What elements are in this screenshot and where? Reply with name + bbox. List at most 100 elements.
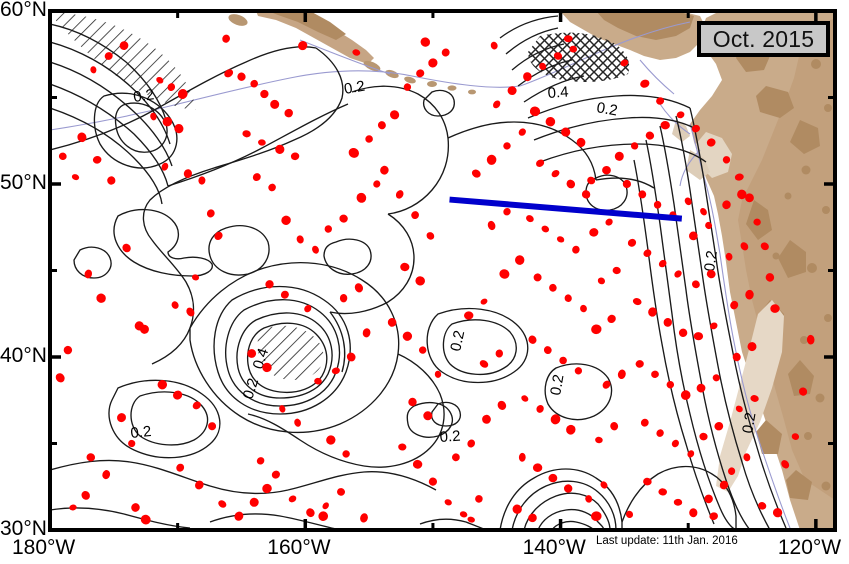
observation-marker: [77, 132, 87, 143]
observation-marker: [69, 504, 77, 511]
observation-marker: [533, 273, 542, 282]
observation-marker: [176, 463, 185, 472]
observation-marker: [157, 380, 168, 390]
observation-marker: [576, 137, 586, 148]
observation-marker: [607, 314, 616, 323]
observation-marker: [322, 502, 329, 510]
observation-marker: [630, 142, 639, 150]
observation-marker: [543, 346, 552, 355]
observation-marker: [587, 176, 596, 185]
observation-marker: [725, 252, 733, 261]
observation-marker: [539, 62, 547, 71]
observation-marker: [704, 494, 713, 504]
observation-marker: [493, 100, 501, 109]
observation-marker: [709, 512, 718, 521]
observation-marker: [280, 290, 289, 299]
observation-marker: [260, 89, 269, 99]
observation-marker: [595, 436, 603, 444]
observation-marker: [772, 508, 783, 518]
observation-marker: [150, 112, 157, 121]
observation-marker: [258, 139, 266, 146]
observation-marker: [296, 235, 304, 244]
observation-marker: [640, 418, 649, 427]
observation-marker: [529, 106, 541, 117]
observation-marker: [237, 72, 246, 81]
observation-marker: [183, 169, 193, 178]
observation-marker: [564, 294, 572, 302]
observation-marker: [553, 52, 563, 60]
observation-marker: [208, 422, 217, 431]
observation-marker: [475, 495, 483, 503]
observation-marker: [745, 289, 754, 300]
observation-marker: [497, 400, 507, 410]
observation-marker: [402, 331, 413, 341]
observation-marker: [426, 232, 435, 240]
observation-marker: [625, 510, 634, 519]
observation-marker: [288, 495, 297, 503]
observation-marker: [487, 220, 496, 231]
observation-marker: [107, 176, 116, 185]
observation-marker: [737, 189, 747, 200]
observation-marker: [306, 508, 315, 518]
observation-marker: [339, 294, 348, 303]
observation-marker: [482, 414, 491, 424]
observation-marker: [434, 370, 442, 378]
observation-marker: [799, 387, 808, 396]
observation-marker: [167, 83, 176, 92]
last-update-note: Last update: 11th Jan. 2016: [596, 535, 738, 547]
observation-marker: [656, 429, 664, 437]
observation-marker: [128, 439, 136, 448]
observation-marker: [131, 503, 140, 512]
observation-marker: [156, 76, 164, 84]
observation-marker: [521, 395, 529, 402]
observation-marker: [419, 346, 427, 354]
observation-marker: [550, 414, 561, 425]
observation-marker: [806, 334, 815, 345]
observation-marker: [712, 374, 720, 382]
observation-marker: [597, 277, 606, 285]
observation-marker: [722, 200, 731, 210]
observation-marker: [270, 99, 280, 109]
observation-marker: [86, 453, 96, 462]
observation-marker: [252, 173, 261, 182]
observation-marker: [660, 120, 670, 130]
observation-marker: [247, 349, 257, 358]
y-axis-tick-label-3: 60°N: [0, 0, 47, 21]
observation-marker: [680, 390, 691, 400]
observation-marker: [719, 480, 729, 490]
observation-marker: [172, 390, 183, 400]
observation-marker: [400, 262, 410, 272]
observation-marker: [490, 41, 498, 50]
observation-marker: [536, 159, 545, 167]
observation-marker: [161, 162, 169, 171]
y-axis-tick-label-0: 30°N: [0, 517, 47, 540]
svg-text:0.2: 0.2: [739, 411, 759, 434]
svg-text:0.2: 0.2: [595, 99, 618, 119]
observation-marker: [96, 293, 106, 303]
observation-marker: [284, 108, 293, 118]
observation-marker: [265, 280, 274, 289]
observation-marker: [268, 183, 276, 192]
observation-marker: [214, 231, 223, 241]
observation-marker: [549, 283, 557, 292]
observation-marker: [706, 138, 716, 147]
svg-text:0.2: 0.2: [447, 329, 468, 353]
observation-marker: [589, 228, 599, 237]
observation-marker: [706, 269, 716, 279]
svg-text:0.2: 0.2: [439, 428, 461, 446]
observation-marker: [102, 470, 111, 480]
observation-marker: [486, 154, 497, 165]
observation-marker: [689, 508, 698, 518]
observation-marker: [653, 200, 662, 209]
observation-marker: [643, 477, 652, 486]
observation-marker: [714, 421, 724, 431]
observation-marker: [499, 269, 510, 279]
observation-marker: [420, 37, 431, 47]
svg-text:0.2: 0.2: [130, 423, 153, 442]
observation-marker: [279, 405, 286, 413]
observation-marker: [224, 69, 234, 78]
x-axis-tick-label-3: 120°W: [777, 536, 842, 559]
observation-marker: [387, 318, 397, 327]
contour-labels: 0.2 0.2 0.4 0.2 0.4 0.2 0.2 0.2 0.2 0.2 …: [130, 78, 760, 446]
observation-marker: [528, 335, 537, 344]
